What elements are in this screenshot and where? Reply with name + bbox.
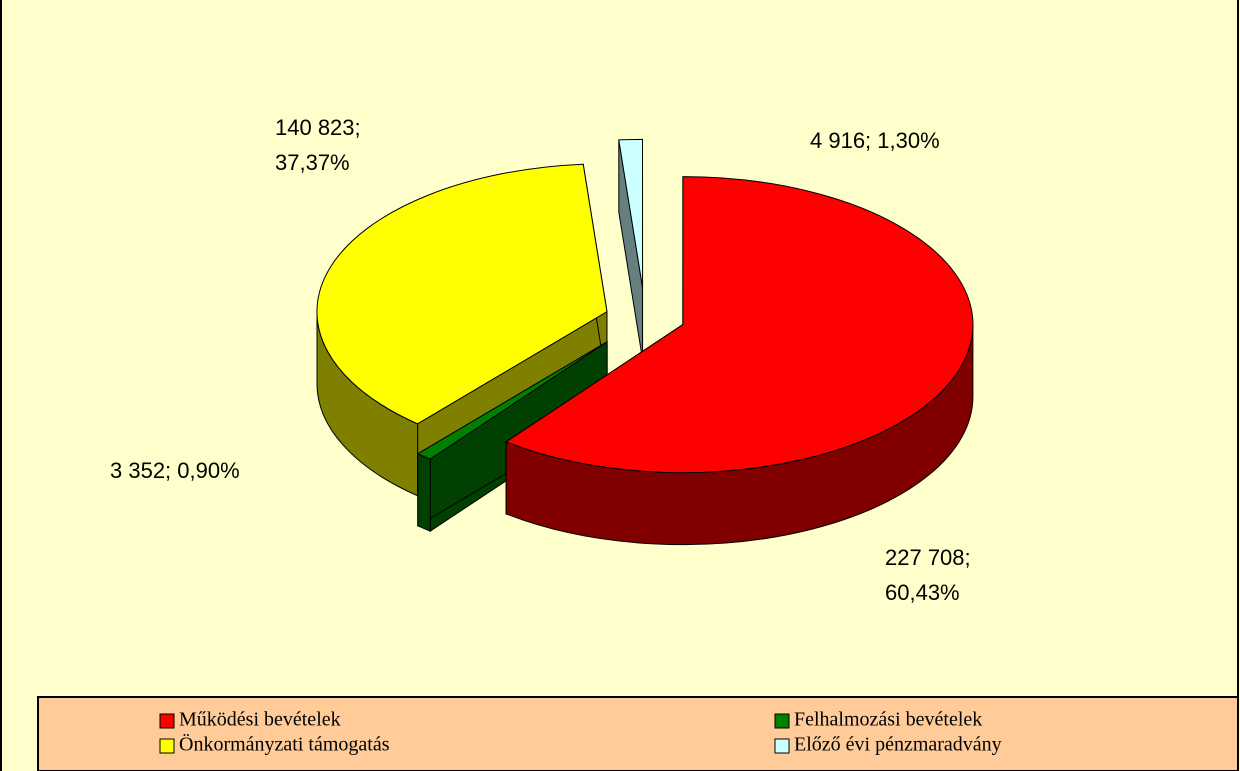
slice xyxy=(316,163,608,425)
legend-label: Önkormányzati támogatás xyxy=(179,733,390,756)
legend-swatch xyxy=(774,713,790,729)
legend-swatch xyxy=(774,738,790,754)
legend-box xyxy=(37,696,1239,771)
slice xyxy=(618,138,644,288)
data-label: 227 708; 60,43% xyxy=(885,545,971,605)
slice xyxy=(416,341,608,460)
legend-label: Működési bevételek xyxy=(179,709,341,731)
legend-swatch xyxy=(159,713,175,729)
data-label: 4 916; 1,30% xyxy=(810,128,940,153)
legend-label: Felhalmozási bevételek xyxy=(794,709,982,731)
slice-wall xyxy=(417,453,431,532)
legend-swatch xyxy=(159,738,175,754)
data-label: 3 352; 0,90% xyxy=(110,458,240,483)
pie xyxy=(316,138,974,546)
data-label: 140 823; 37,37% xyxy=(275,115,361,175)
legend-label: Előző évi pénzmaradvány xyxy=(794,734,1002,756)
slice xyxy=(505,176,974,474)
